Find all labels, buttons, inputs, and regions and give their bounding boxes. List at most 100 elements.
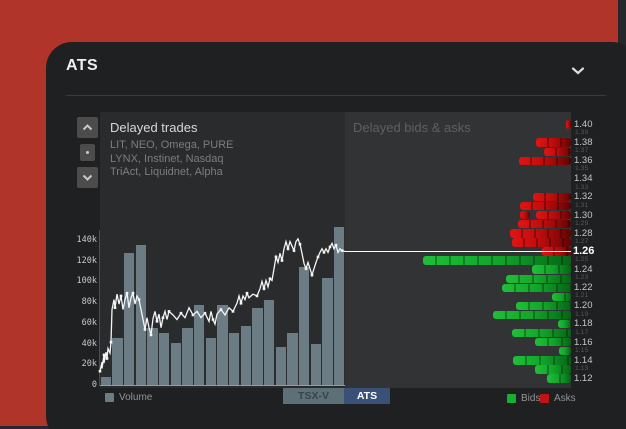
price-axis-label: 1.37 (575, 147, 589, 155)
volume-swatch (105, 393, 114, 402)
bid-depth-bar (493, 310, 571, 320)
price-axis-label: 1.35 (575, 165, 589, 173)
chevron-down-icon (82, 174, 93, 181)
asks-swatch (540, 394, 549, 403)
volume-axis-tick: 60k (81, 317, 97, 328)
volume-bar (182, 327, 193, 385)
volume-axis-tick: 140k (76, 235, 97, 245)
bid-depth-bar (535, 338, 571, 347)
price-axis-label: 1.14 (574, 354, 593, 366)
ask-depth-bar (518, 220, 571, 229)
volume-bar (287, 333, 298, 385)
scroll-down-button[interactable] (77, 167, 98, 188)
bid-depth-bar (547, 374, 571, 383)
delayed-trades-heading: Delayed trades (110, 120, 198, 135)
bid-depth-bar (535, 365, 571, 374)
ask-depth-bar (536, 138, 571, 147)
volume-bar (240, 325, 252, 385)
venue-list-line: LIT, NEO, Omega, PURE (110, 139, 234, 151)
volume-bar (135, 244, 147, 385)
price-axis-label: 1.27 (575, 238, 589, 246)
volume-bar (170, 343, 182, 385)
volume-axis-tick: 40k (81, 338, 97, 349)
price-axis-label: 1.22 (574, 282, 593, 294)
price-axis-label: 1.28 (574, 227, 593, 239)
volume-bar (112, 338, 123, 385)
price-axis-label: 1.25 (575, 256, 589, 264)
volume-bar (147, 327, 158, 385)
volume-bar (217, 304, 228, 385)
ask-depth-bar (536, 211, 571, 220)
price-axis-label: 1.17 (575, 328, 589, 336)
volume-bar (158, 333, 170, 385)
price-axis-label: 1.16 (574, 336, 593, 348)
ask-depth-bar (544, 147, 571, 156)
price-axis-label: 1.12 (574, 372, 593, 384)
volume-legend: Volume (105, 392, 152, 403)
price-axis-label: 1.18 (574, 318, 593, 330)
last-price-label: 1.26 (573, 245, 595, 257)
volume-bar (333, 227, 345, 385)
volume-y-axis-line (99, 230, 100, 386)
volume-bar (205, 338, 217, 385)
scroll-up-button[interactable] (77, 117, 98, 138)
volume-bar (100, 376, 112, 385)
price-axis-label: 1.39 (575, 129, 589, 137)
volume-axis-tick: 100k (76, 276, 97, 287)
bid-depth-bar (512, 328, 571, 338)
bids-swatch (507, 394, 516, 403)
volume-legend-label: Volume (119, 392, 153, 403)
venue-list-line: LYNX, Instinet, Nasdaq (110, 152, 224, 165)
ask-depth-bar (512, 238, 571, 247)
delayed-bids-asks-heading: Delayed bids & asks (353, 120, 471, 135)
bid-depth-bar (502, 283, 571, 292)
volume-bar (298, 266, 310, 385)
price-axis-label: 1.23 (575, 274, 589, 282)
ask-depth-bar (510, 229, 571, 238)
price-axis-label: 1.38 (574, 136, 593, 148)
price-axis-label: 1.21 (575, 292, 589, 300)
page-title: ATS (66, 57, 99, 74)
price-axis-label: 1.30 (574, 209, 593, 221)
bid-depth-bar (423, 256, 571, 265)
bids-legend: Bids (507, 393, 540, 404)
tab-tsx-v[interactable]: TSX-V (283, 388, 344, 404)
price-axis-label: 1.31 (575, 201, 589, 209)
volume-axis-tick: 80k (81, 297, 97, 308)
bid-depth-bar (516, 301, 571, 311)
ask-depth-bar (533, 192, 571, 202)
dot-icon (86, 151, 89, 154)
price-axis-label: 1.40 (574, 118, 593, 130)
tab-ats[interactable]: ATS (344, 388, 390, 404)
bid-depth-bar (506, 274, 571, 283)
chevron-up-icon (82, 124, 93, 131)
volume-axis-tick: 20k (81, 359, 97, 370)
volume-bar (193, 304, 205, 385)
bid-depth-bar (513, 356, 571, 365)
scroll-reset-button[interactable] (80, 144, 95, 161)
ask-depth-bar (519, 156, 571, 165)
price-axis-label: 1.32 (574, 191, 593, 203)
asks-legend: Asks (540, 393, 576, 404)
volume-bar (123, 253, 135, 385)
volume-bar (252, 308, 263, 385)
bid-depth-bar (558, 319, 571, 329)
ask-depth-bar (566, 120, 571, 129)
bid-depth-bar (532, 265, 571, 274)
price-axis-label: 1.20 (574, 300, 593, 312)
price-axis-label: 1.15 (575, 346, 589, 354)
price-axis-label: 1.29 (575, 219, 589, 227)
price-axis-label: 1.33 (575, 183, 589, 191)
price-axis-label: 1.36 (574, 155, 593, 167)
last-price-line (345, 250, 571, 253)
volume-bar (310, 344, 322, 385)
venue-list-line: TriAct, Liquidnet, Alpha (110, 166, 223, 178)
bid-depth-bar (559, 347, 571, 356)
header-divider (66, 95, 606, 96)
volume-axis-tick: 120k (76, 255, 97, 266)
chevron-down-icon[interactable] (571, 63, 585, 75)
volume-bar (228, 333, 240, 385)
volume-bar (263, 299, 275, 385)
ask-depth-bar-chip (520, 211, 530, 220)
